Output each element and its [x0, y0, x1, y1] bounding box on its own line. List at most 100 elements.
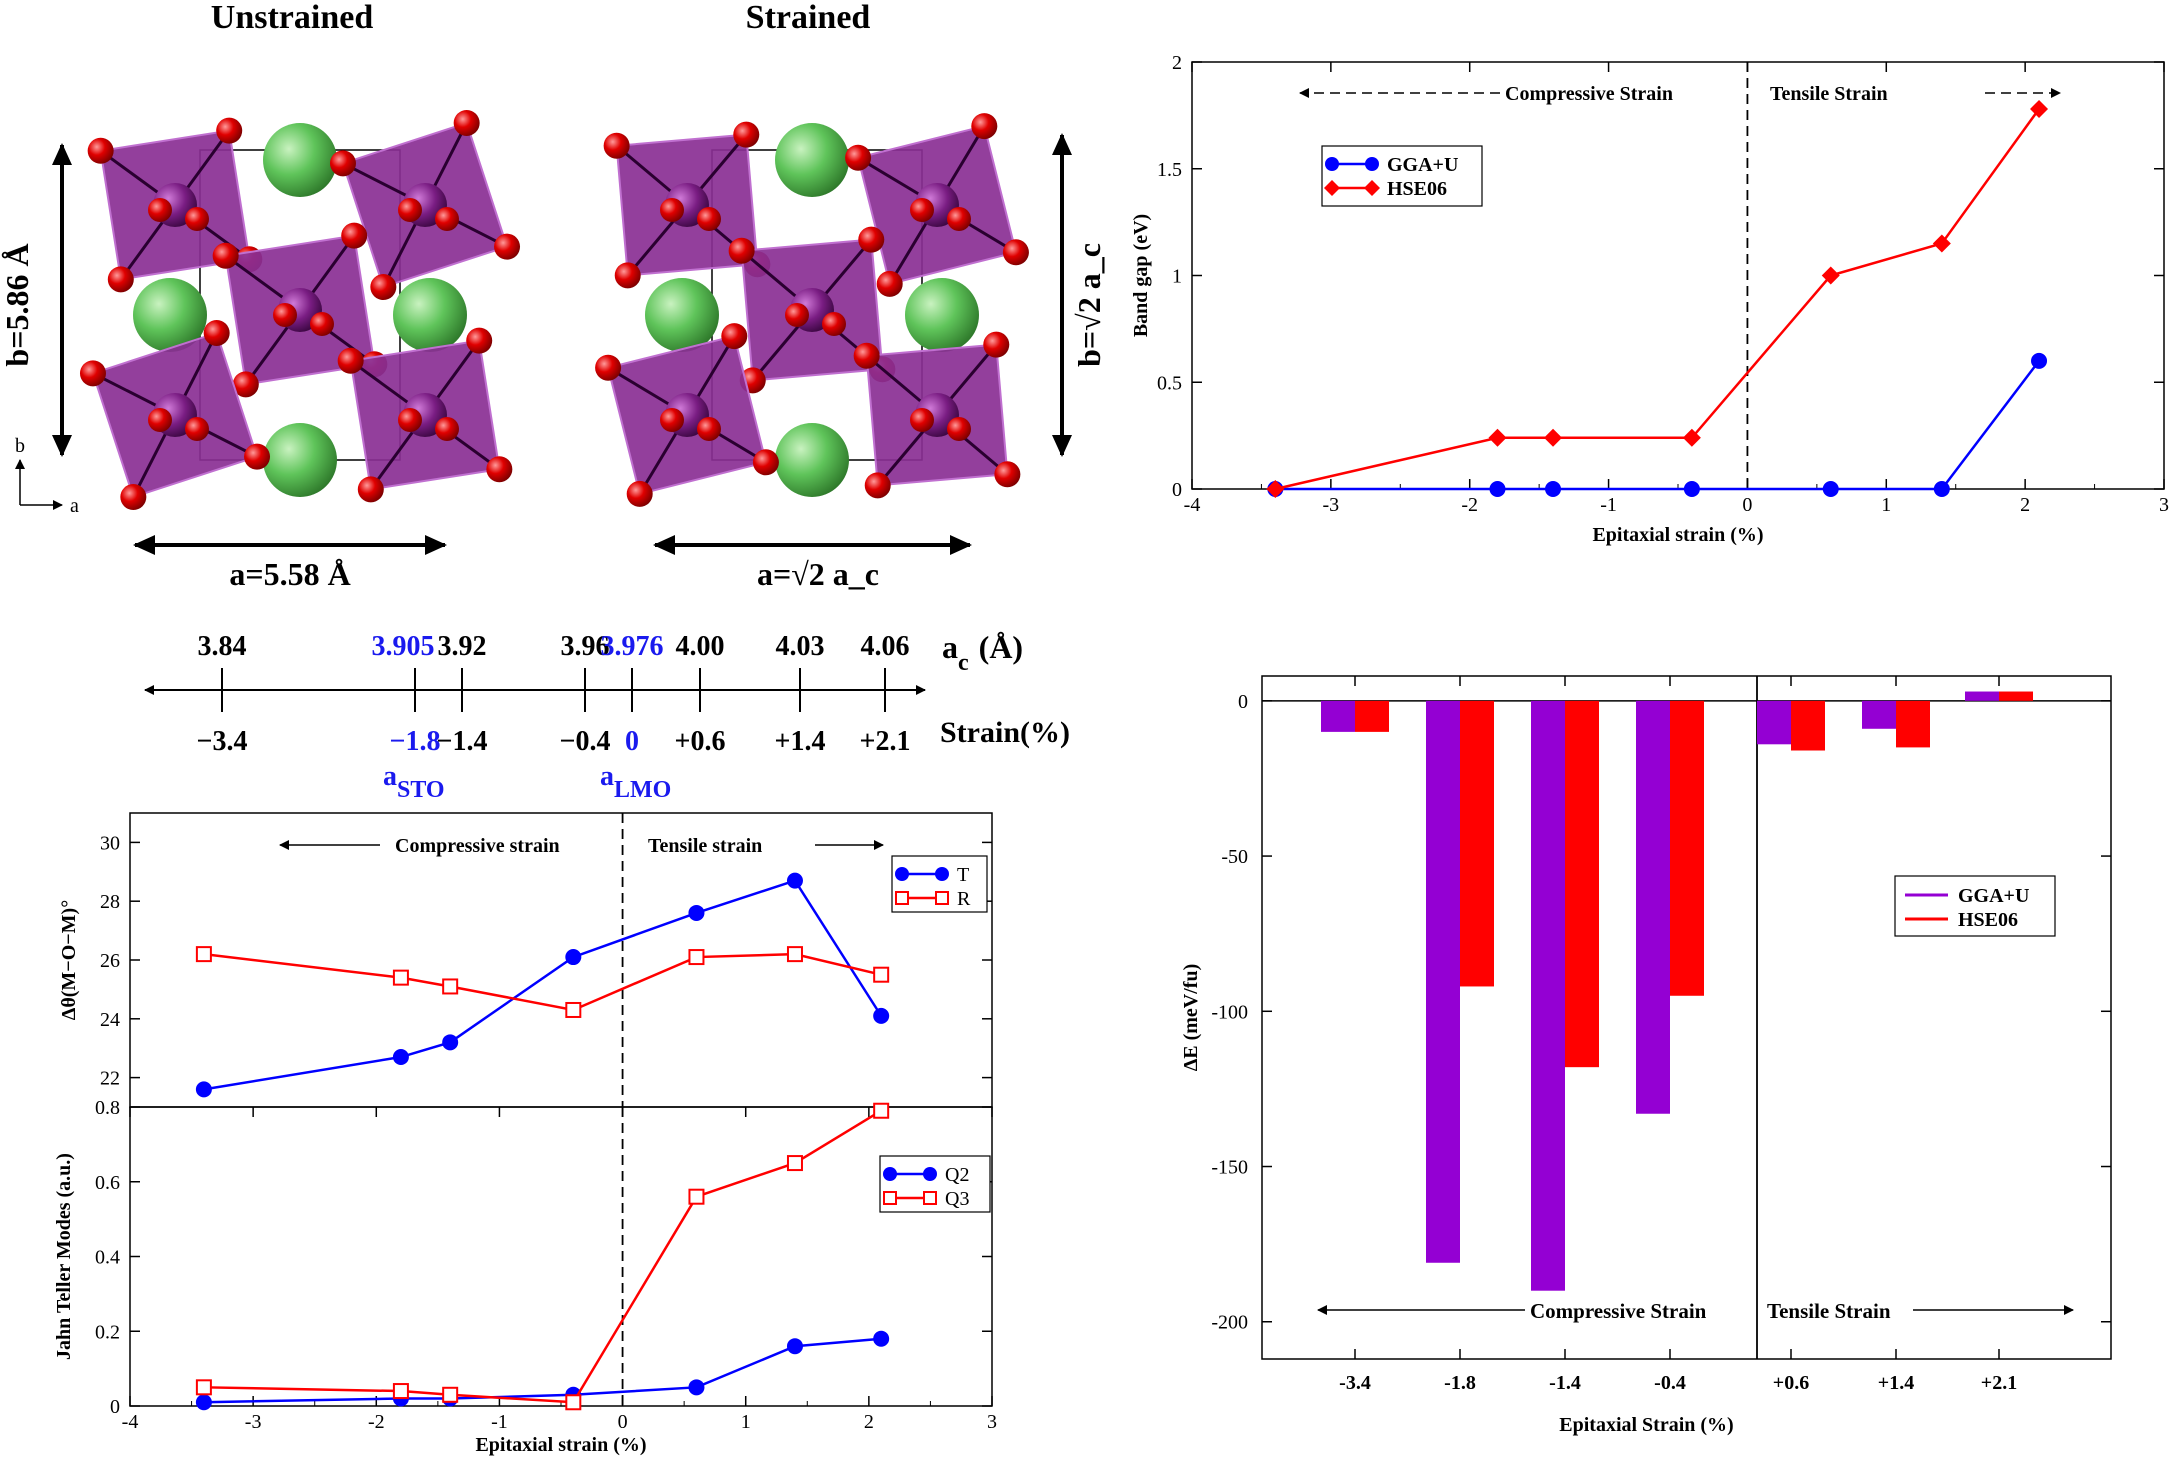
oxygen-atom [994, 461, 1021, 488]
bar-HSE06 [1565, 700, 1599, 1068]
y-tick-label: 28 [100, 891, 120, 913]
legend-marker [895, 867, 909, 881]
unstrained-b-label: b=5.86 Å [0, 243, 35, 366]
oxygen-atom [752, 449, 779, 476]
legend-marker [923, 1167, 937, 1181]
rotation-chart: 22 24 26 28 30 Δθ(M−O−M)° TR Compressive strain… [58, 812, 993, 1108]
oxygen-atom [660, 408, 684, 432]
bar-HSE06 [1460, 700, 1494, 987]
scale-ref-label: aLMO [600, 761, 671, 803]
oxygen-atom [244, 443, 271, 470]
data-point-T [688, 904, 705, 921]
bar-HSE06 [1355, 700, 1389, 732]
x-tick-label: -3.4 [1339, 1372, 1371, 1394]
data-point-GGA+U [1545, 481, 1562, 497]
y-tick-label: 24 [100, 1009, 120, 1031]
data-point-GGA+U [1683, 481, 1700, 497]
scale-ac-value: 3.84 [198, 631, 247, 662]
series-line-Q2 [203, 1337, 882, 1404]
oxygen-atom [435, 417, 459, 441]
axis-b-label: b [15, 435, 25, 457]
legend-label: Q3 [945, 1188, 969, 1210]
legend-label: T [957, 864, 969, 886]
bar-HSE06 [1791, 700, 1825, 751]
legend-marker [1365, 157, 1379, 171]
unstrained-cell [79, 109, 521, 511]
oxygen-atom [453, 109, 480, 136]
y-tick-label: 0 [110, 1396, 120, 1418]
oxygen-atom [785, 303, 809, 327]
legend-label: GGA+U [1387, 154, 1458, 176]
data-point-T [873, 1007, 890, 1024]
legend-marker [895, 891, 909, 905]
oxygen-atom [853, 342, 880, 369]
oxygen-atom [822, 312, 846, 336]
oxygen-atom [107, 266, 134, 293]
y-tick-label: 0 [1172, 479, 1182, 501]
oxygen-atom [728, 237, 755, 264]
scale-ac-value: 4.00 [676, 631, 725, 662]
bar-HSE06 [1999, 691, 2033, 701]
oxygen-atom [660, 198, 684, 222]
data-point-Q2 [195, 1394, 212, 1411]
oxygen-atom [910, 198, 934, 222]
ac-label: ac (Å) [942, 629, 1023, 676]
x-tick-label: 3 [987, 1411, 997, 1433]
oxygen-atom [697, 207, 721, 231]
x-tick-label: +0.6 [1773, 1372, 1809, 1394]
annotation-compressive: Compressive Strain [1505, 83, 1673, 105]
data-point-Q2 [786, 1338, 803, 1355]
legend-marker [1324, 180, 1340, 196]
annotation-tensile: Tensile Strain [1770, 83, 1888, 105]
data-point-R [392, 969, 409, 986]
x-tick-label: -1.8 [1444, 1372, 1476, 1394]
data-point-Q3 [688, 1188, 705, 1205]
data-point-T [565, 949, 582, 966]
oxygen-atom [858, 226, 885, 253]
strain-scale: ac (Å) Strain(%) 3.84−3.43.905−1.8aSTO3.9… [144, 629, 1070, 803]
ref-sub: STO [397, 777, 445, 803]
oxygen-atom [212, 242, 239, 269]
series-line-Q3 [203, 1109, 882, 1404]
data-point-HSE06 [1266, 480, 1285, 498]
bar-GGA+U [1531, 700, 1565, 1291]
x-tick-label: 2 [2020, 494, 2030, 516]
data-point-R [786, 946, 803, 963]
cation-sphere [393, 278, 467, 352]
oxygen-atom [273, 303, 297, 327]
y-tick-label: 0.6 [95, 1172, 120, 1194]
x-tick-label: 1 [1881, 494, 1891, 516]
cation-sphere [775, 423, 849, 497]
oxygen-atom [370, 274, 397, 301]
y-tick-label: -150 [1211, 1157, 1248, 1179]
legend-marker [883, 1167, 897, 1181]
oxygen-atom [185, 417, 209, 441]
ref-main: a [600, 761, 614, 792]
scale-ref-label: aSTO [383, 761, 445, 803]
x-tick-label: +1.4 [1878, 1372, 1914, 1394]
x-tick-label: -2 [368, 1411, 385, 1433]
oxygen-atom [185, 207, 209, 231]
x-tick-label: -3 [245, 1411, 262, 1433]
legend-marker [935, 891, 949, 905]
x-tick-label: -1.4 [1549, 1372, 1581, 1394]
oxygen-atom [486, 456, 513, 483]
y-tick-label: 1 [1172, 266, 1182, 288]
strained-a-label: a=√2 a_c [757, 556, 879, 592]
structure-unstrained: Unstrained a=5.58 Å b=5.86 Å b a [0, 0, 521, 592]
ref-main: a [383, 761, 397, 792]
data-point-GGA+U [1822, 481, 1839, 497]
x-tick-label: 2 [864, 1411, 874, 1433]
oxygen-atom [232, 371, 259, 398]
y-tick-label: 22 [100, 1068, 120, 1090]
cation-sphere [775, 123, 849, 197]
data-point-Q3 [873, 1102, 890, 1119]
ref-sub: LMO [614, 777, 671, 803]
oxygen-atom [329, 150, 356, 177]
oxygen-atom [697, 417, 721, 441]
data-point-GGA+U [2031, 352, 2048, 369]
plot-frame [1191, 61, 2165, 490]
oxygen-atom [87, 137, 114, 164]
strain-scale-ticks: 3.84−3.43.905−1.8aSTO3.92−1.43.96−0.43.9… [197, 631, 911, 803]
legend-label: R [957, 888, 971, 910]
